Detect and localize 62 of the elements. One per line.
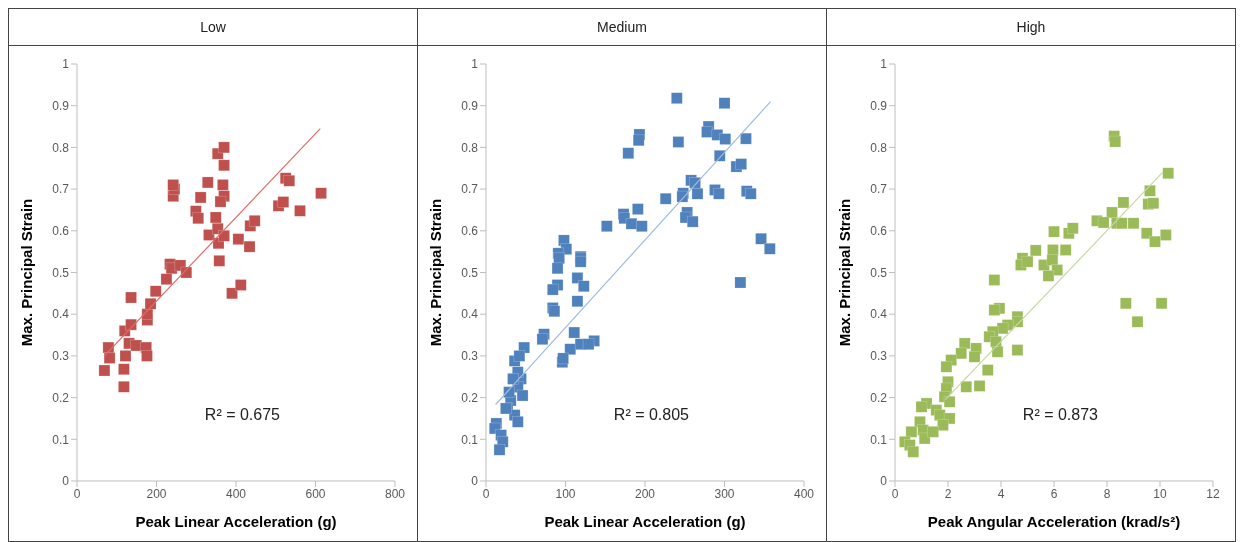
x-tick-label: 8 [1103, 486, 1111, 501]
x-tick-label: 2 [944, 486, 952, 501]
y-tick-label: 0 [62, 474, 70, 489]
y-tick-label: 0.6 [870, 224, 888, 239]
y-tick-label: 0.1 [870, 432, 888, 447]
x-tick-label: 0 [482, 486, 490, 501]
y-axis-title: Max. Principal Strain [836, 198, 854, 347]
chart-title: Low [9, 9, 417, 46]
x-tick-label: 200 [146, 486, 167, 501]
x-tick-label: 0 [73, 486, 81, 501]
y-tick-label: 0.2 [52, 390, 70, 405]
y-tick-label: 0 [880, 474, 888, 489]
annotation: R² = 0.805 [613, 406, 689, 424]
x-axis-title: Peak Angular Acceleration (krad/s²) [927, 513, 1181, 530]
y-tick-label: 0.7 [870, 182, 888, 197]
x-tick-label: 300 [714, 486, 735, 501]
chart-title: High [827, 9, 1235, 46]
y-tick-label: 0.1 [52, 432, 70, 447]
x-tick-label: 200 [634, 486, 656, 501]
x-tick-label: 400 [225, 486, 247, 501]
y-axis-title: Max. Principal Strain [18, 198, 36, 347]
x-axis-title: Peak Linear Acceleration (g) [544, 513, 746, 530]
annotation: R² = 0.873 [1022, 406, 1098, 424]
y-tick-label: 0.7 [52, 182, 70, 197]
x-tick-label: 400 [793, 486, 815, 501]
x-tick-label: 10 [1153, 486, 1167, 501]
y-tick-label: 0.4 [870, 307, 888, 322]
y-tick-label: 0.3 [52, 349, 70, 364]
annotation: R² = 0.675 [204, 406, 280, 424]
y-tick-label: 0.7 [461, 182, 479, 197]
y-tick-label: 1 [880, 57, 888, 72]
y-tick-label: 0.9 [870, 98, 888, 113]
y-tick-label: 0.5 [870, 265, 888, 280]
y-tick-label: 0.9 [52, 98, 70, 113]
y-tick-label: 0.8 [461, 140, 479, 155]
y-tick-label: 1 [62, 57, 70, 72]
x-tick-label: 4 [997, 486, 1005, 501]
y-axis-title: Max. Principal Strain [427, 198, 445, 347]
y-tick-label: 0.4 [52, 307, 70, 322]
x-tick-label: 0 [891, 486, 899, 501]
y-tick-label: 0 [471, 474, 479, 489]
y-tick-label: 0.9 [461, 98, 479, 113]
x-tick-label: 800 [384, 486, 406, 501]
y-tick-label: 0.5 [461, 265, 479, 280]
y-tick-label: 0.4 [461, 307, 479, 322]
y-tick-label: 0.8 [870, 140, 888, 155]
y-tick-label: 0.6 [52, 224, 70, 239]
y-tick-label: 0.3 [870, 349, 888, 364]
y-tick-label: 0.2 [870, 390, 888, 405]
x-axis-title: Peak Linear Acceleration (g) [135, 513, 337, 530]
y-tick-label: 0.8 [52, 140, 70, 155]
y-tick-label: 0.1 [461, 432, 479, 447]
x-tick-label: 12 [1206, 486, 1220, 501]
y-tick-label: 1 [471, 57, 479, 72]
x-tick-label: 600 [305, 486, 326, 501]
y-tick-label: 0.5 [52, 265, 70, 280]
x-tick-label: 100 [555, 486, 576, 501]
chart-title: Medium [418, 9, 826, 46]
y-tick-label: 0.6 [461, 224, 479, 239]
y-tick-label: 0.2 [461, 390, 479, 405]
y-tick-label: 0.3 [461, 349, 479, 364]
x-tick-label: 6 [1050, 486, 1058, 501]
